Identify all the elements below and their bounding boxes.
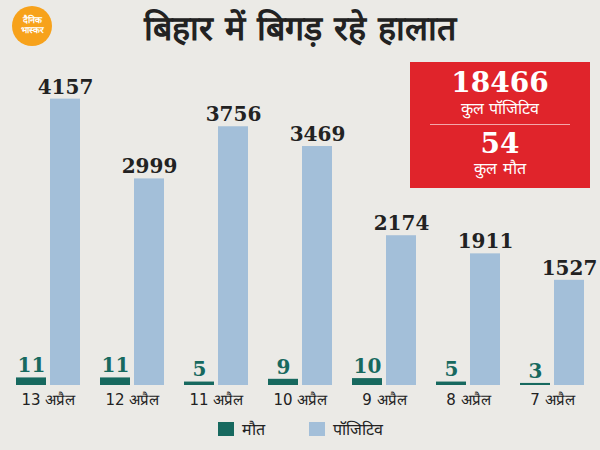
svg-text:7 अप्रैल: 7 अप्रैल: [530, 391, 575, 409]
svg-text:10: 10: [354, 354, 382, 378]
svg-text:11: 11: [18, 353, 46, 377]
svg-text:9: 9: [277, 355, 291, 379]
svg-text:12 अप्रैल: 12 अप्रैल: [106, 391, 161, 409]
svg-text:3469: 3469: [290, 122, 346, 146]
html-text:कुल मौत: कुल मौत: [474, 159, 526, 179]
html-text:54: 54: [480, 126, 520, 160]
html-text:मौत: मौत: [241, 420, 265, 439]
svg-text:5: 5: [445, 357, 459, 381]
html-text:18466: 18466: [451, 66, 549, 99]
svg-text:3756: 3756: [206, 102, 262, 126]
html-text:दैनिक भास्कर: दैनिक भास्कर: [20, 15, 44, 35]
html-text:बिहार में बिगड़ रहे हालात: बिहार में बिगड़ रहे हालात: [144, 8, 456, 48]
svg-text:2174: 2174: [374, 211, 430, 235]
svg-text:9 अप्रैल: 9 अप्रैल: [362, 391, 407, 409]
svg-text:3: 3: [529, 359, 543, 383]
svg-text:2999: 2999: [122, 154, 178, 178]
svg-text:8 अप्रैल: 8 अप्रैल: [446, 391, 491, 409]
svg-text:4157: 4157: [38, 75, 94, 99]
html-text:पॉजिटिव: पॉजिटिव: [332, 420, 383, 439]
html-text:कुल पॉजिटिव: कुल पॉजिटिव: [461, 98, 539, 118]
svg-text:11 अप्रैल: 11 अप्रैल: [190, 391, 245, 409]
svg-text:11: 11: [102, 353, 130, 377]
svg-text:5: 5: [193, 357, 207, 381]
svg-text:13 अप्रैल: 13 अप्रैल: [22, 391, 77, 409]
svg-text:1527: 1527: [542, 256, 598, 280]
svg-text:1911: 1911: [458, 229, 514, 253]
svg-text:10 अप्रैल: 10 अप्रैल: [274, 391, 329, 409]
